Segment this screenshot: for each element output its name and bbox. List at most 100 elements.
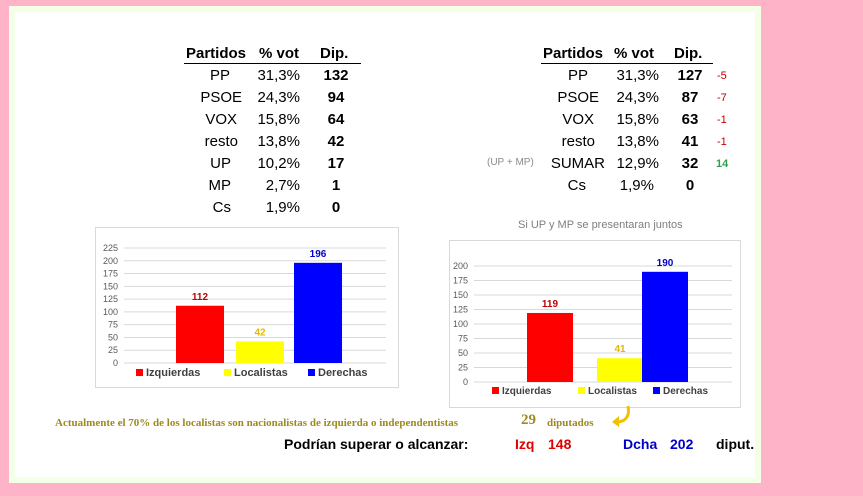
left-party: resto <box>204 133 238 150</box>
bar-localistas <box>597 358 643 382</box>
y-tick-label: 25 <box>458 363 468 373</box>
left-dip: 132 <box>323 67 349 84</box>
data-label: 196 <box>310 249 327 260</box>
right-header-pct: % vot <box>614 45 655 62</box>
y-tick-label: 175 <box>103 269 118 279</box>
y-tick-label: 25 <box>108 345 118 355</box>
right-delta: -1 <box>717 114 727 126</box>
right-delta: -5 <box>717 70 727 82</box>
y-tick-label: 200 <box>453 261 468 271</box>
left-dip: 94 <box>327 89 345 106</box>
left-pct: 10,2% <box>257 155 300 172</box>
curved-arrow-icon <box>612 405 630 427</box>
right-party: resto <box>561 133 595 150</box>
data-label: 119 <box>542 299 559 310</box>
left-pct: 2,7% <box>265 177 300 194</box>
y-tick-label: 50 <box>458 348 468 358</box>
left-pct: 13,8% <box>257 133 300 150</box>
y-tick-label: 0 <box>113 358 118 368</box>
left-header-dip: Dip. <box>320 45 349 62</box>
left-pct: 24,3% <box>257 89 300 106</box>
right-dip: 127 <box>677 67 703 84</box>
note-unit: diputados <box>547 417 594 429</box>
legend-swatch <box>308 369 315 376</box>
right-party: VOX <box>562 111 594 128</box>
right-dip: 87 <box>681 89 699 106</box>
left-chart: 0 25 50 75 100 125 150 175 200 225 112 42 196 Izquier… <box>95 227 399 388</box>
bar-localistas <box>236 341 284 363</box>
note-text: Actualmente el 70% de los localistas son… <box>55 417 459 429</box>
data-label: 112 <box>192 292 209 303</box>
right-delta: -1 <box>717 136 727 148</box>
legend-label: Derechas <box>663 386 708 397</box>
left-dip: 1 <box>331 177 341 194</box>
y-tick-label: 150 <box>453 290 468 300</box>
right-party: PP <box>567 67 588 84</box>
right-dip: 41 <box>681 133 699 150</box>
y-tick-label: 175 <box>453 276 468 286</box>
data-label: 41 <box>614 344 626 355</box>
bottom-izq-label: Izq <box>515 436 535 452</box>
left-chart-svg: 0 25 50 75 100 125 150 175 200 225 112 42 196 Izquier… <box>103 243 386 379</box>
legend-swatch <box>492 387 499 394</box>
right-dip: 0 <box>685 177 695 194</box>
y-tick-label: 125 <box>103 294 118 304</box>
left-dip: 64 <box>327 111 345 128</box>
legend-swatch <box>653 387 660 394</box>
right-pct: 15,8% <box>616 111 659 128</box>
left-party: PSOE <box>200 89 242 106</box>
legend-label: Derechas <box>318 367 368 379</box>
left-header-pct: % vot <box>259 45 300 62</box>
left-header-underline <box>184 63 361 64</box>
legend-swatch <box>224 369 231 376</box>
legend-swatch <box>578 387 585 394</box>
left-dip: 17 <box>327 155 345 172</box>
note-number: 29 <box>521 412 536 428</box>
right-pct: 12,9% <box>616 155 659 172</box>
y-tick-label: 200 <box>103 256 118 266</box>
bottom-lead: Podrían superar o alcanzar: <box>284 436 469 452</box>
right-party: SUMAR <box>550 155 605 172</box>
legend-label: Localistas <box>234 367 288 379</box>
right-pct: 24,3% <box>616 89 659 106</box>
right-dip: 32 <box>681 155 699 172</box>
data-label: 42 <box>254 328 266 339</box>
bottom-dcha-value: 202 <box>670 436 694 452</box>
y-tick-label: 100 <box>453 319 468 329</box>
bar-izquierdas <box>176 305 224 363</box>
left-party: UP <box>210 155 231 172</box>
bar-izquierdas <box>527 312 573 382</box>
bottom-izq-value: 148 <box>548 436 572 452</box>
right-dip: 63 <box>681 111 699 128</box>
right-caption: Si UP y MP se presentaran juntos <box>518 219 683 231</box>
right-delta: -7 <box>717 92 727 104</box>
y-tick-label: 50 <box>108 332 118 342</box>
bar-derechas <box>294 262 342 363</box>
right-prefix: (UP + MP) <box>487 157 534 168</box>
y-tick-label: 100 <box>103 307 118 317</box>
y-tick-label: 125 <box>453 305 468 315</box>
left-party: PP <box>209 67 230 84</box>
right-header-dip: Dip. <box>674 45 703 62</box>
left-pct: 15,8% <box>257 111 300 128</box>
left-party: MP <box>208 177 232 194</box>
left-dip: 42 <box>327 133 345 150</box>
y-tick-label: 150 <box>103 281 118 291</box>
right-pct: 1,9% <box>619 177 654 194</box>
right-pct: 31,3% <box>616 67 659 84</box>
legend-label: Localistas <box>588 386 637 397</box>
right-header-partidos: Partidos <box>543 45 604 62</box>
bottom-unit: diput. <box>716 436 755 452</box>
y-tick-label: 75 <box>458 334 468 344</box>
right-chart-svg: 0 25 50 75 100 125 150 175 200 119 41 190 Izquierdas… <box>453 258 732 397</box>
legend-swatch <box>136 369 143 376</box>
legend-label: Izquierdas <box>146 367 200 379</box>
legend-label: Izquierdas <box>502 386 552 397</box>
right-party: PSOE <box>557 89 599 106</box>
right-delta: 14 <box>716 158 729 170</box>
left-header-partidos: Partidos <box>186 45 247 62</box>
y-tick-label: 225 <box>103 243 118 253</box>
right-pct: 13,8% <box>616 133 659 150</box>
bottom-dcha-label: Dcha <box>623 436 658 452</box>
left-dip: 0 <box>331 199 341 216</box>
